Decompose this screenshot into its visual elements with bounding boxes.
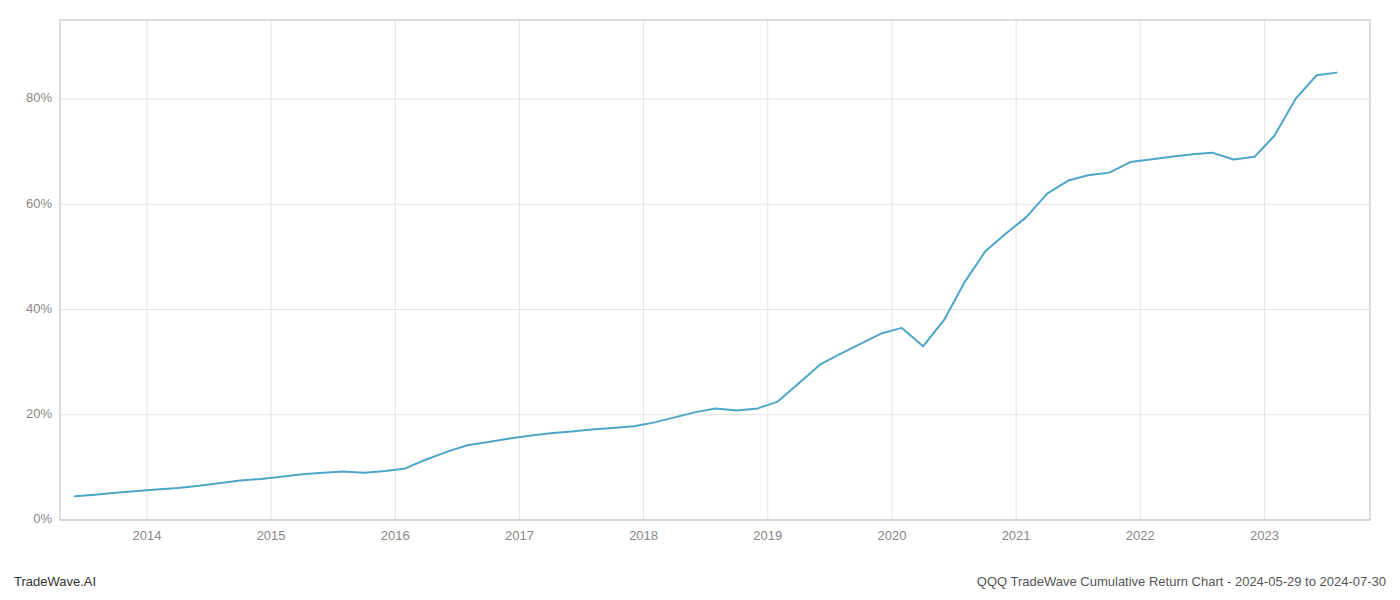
- grid-line-y: [60, 204, 1370, 205]
- grid-line-x: [519, 20, 520, 520]
- y-tick-label: 80%: [26, 90, 52, 105]
- grid-line-x: [1264, 20, 1265, 520]
- x-tick-label: 2020: [877, 528, 906, 543]
- watermark: TradeWave.AI: [14, 574, 96, 589]
- y-tick-label: 20%: [26, 406, 52, 421]
- grid: [60, 20, 1370, 520]
- chart: 0% 20% 40% 60% 80% 2014 2015 2016 2017 2018 2019 20…: [0, 0, 1400, 600]
- title: QQQ TradeWave Cumulative Return Chart - …: [977, 574, 1386, 589]
- plot-frame: [60, 20, 1370, 520]
- plot-area: [75, 73, 1337, 497]
- x-tick-label: 2021: [1002, 528, 1031, 543]
- x-tick-label: 2022: [1126, 528, 1155, 543]
- y-tick-label: 0%: [33, 511, 52, 526]
- x-tick-label: 2017: [505, 528, 534, 543]
- x-tick-label: 2016: [381, 528, 410, 543]
- grid-line-x: [767, 20, 768, 520]
- y-tick-label: 60%: [26, 196, 52, 211]
- x-tick-label: 2019: [753, 528, 782, 543]
- x-tick-label: 2014: [132, 528, 161, 543]
- x-tick-label: 2018: [629, 528, 658, 543]
- background: [0, 0, 1400, 600]
- grid-line-x: [271, 20, 272, 520]
- grid-line-x: [891, 20, 892, 520]
- tick-labels: 0% 20% 40% 60% 80% 2014 2015 2016 2017 2018 2019 20…: [26, 90, 1279, 543]
- line: [75, 73, 1337, 497]
- grid-line-x: [146, 20, 147, 520]
- grid-line-x: [395, 20, 396, 520]
- grid-line-y: [60, 309, 1370, 310]
- grid-line-x: [1016, 20, 1017, 520]
- x-tick-label: 2015: [257, 528, 286, 543]
- grid-line-y: [60, 98, 1370, 99]
- grid-line-x: [643, 20, 644, 520]
- y-tick-label: 40%: [26, 301, 52, 316]
- x-tick-label: 2023: [1250, 528, 1279, 543]
- grid-line-y: [60, 414, 1370, 415]
- grid-line-x: [1140, 20, 1141, 520]
